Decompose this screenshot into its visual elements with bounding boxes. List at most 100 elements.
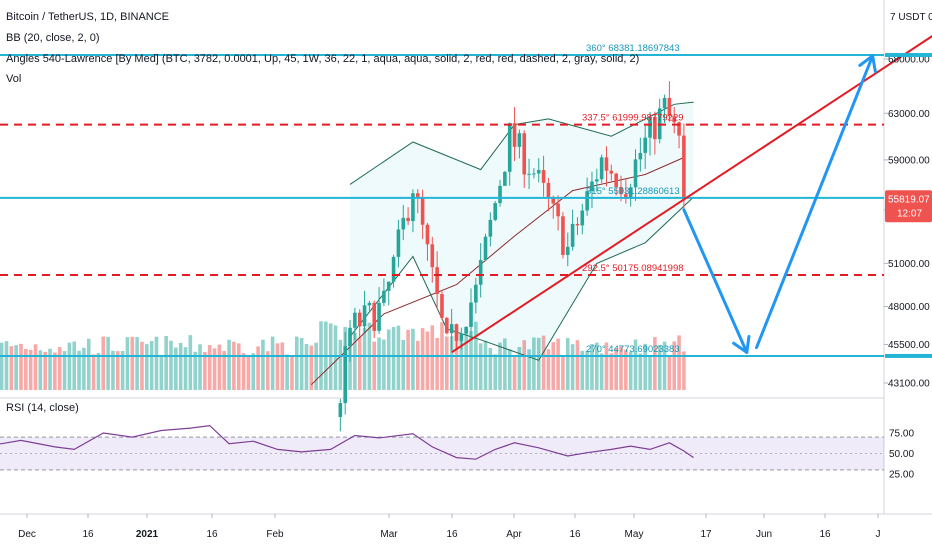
volume-bar bbox=[164, 335, 168, 390]
candle-body bbox=[406, 217, 410, 222]
volume-bar bbox=[72, 341, 77, 390]
bollinger-upper bbox=[349, 101, 694, 185]
volume-bar bbox=[580, 350, 585, 390]
volume-bar bbox=[396, 325, 401, 390]
volume-bar bbox=[604, 342, 609, 390]
volume-bar bbox=[498, 342, 502, 390]
volume-bar bbox=[411, 328, 415, 390]
level-label-4: 270° 44773.69023383 bbox=[586, 344, 680, 355]
volume-bar bbox=[357, 337, 362, 390]
volume-bar bbox=[624, 349, 628, 390]
candle-body bbox=[411, 193, 415, 222]
volume-bar bbox=[565, 338, 570, 390]
volume-bar bbox=[236, 343, 241, 390]
candle-body bbox=[604, 157, 609, 171]
volume-bar bbox=[493, 354, 497, 390]
candle-body bbox=[643, 137, 647, 153]
price-tick-label: 45500.00 bbox=[888, 340, 930, 351]
bollinger-basis bbox=[310, 157, 685, 386]
bar-countdown: 12:07 bbox=[897, 208, 922, 219]
volume-bar bbox=[478, 343, 483, 390]
volume-bar bbox=[188, 335, 193, 390]
volume-bar bbox=[435, 338, 439, 390]
volume-bar bbox=[14, 345, 18, 390]
volume-bar bbox=[445, 336, 449, 390]
volume-bar bbox=[130, 336, 135, 390]
candle-body bbox=[338, 403, 343, 418]
candle-body bbox=[677, 122, 681, 136]
arrow-head-0-1 bbox=[732, 341, 749, 354]
volume-bar bbox=[561, 355, 565, 390]
candle-body bbox=[609, 170, 614, 174]
volume-bar bbox=[169, 340, 173, 390]
time-tick-label: 16 bbox=[569, 529, 581, 540]
volume-bar bbox=[43, 351, 47, 390]
volume-bar bbox=[270, 336, 275, 390]
price-axis: 7 USDT 068000.0063000.0059000.0055000.00… bbox=[884, 12, 932, 390]
volume-bar bbox=[48, 348, 52, 390]
volume-bar bbox=[193, 351, 197, 390]
volume-bar bbox=[377, 337, 381, 390]
volume-bar bbox=[309, 345, 314, 390]
rsi-tick-label: 75.00 bbox=[889, 429, 914, 440]
candle-body bbox=[575, 223, 580, 226]
volume-bar bbox=[415, 340, 420, 390]
volume-bar bbox=[353, 332, 357, 390]
volume-bar bbox=[28, 349, 33, 390]
volume-bar bbox=[67, 342, 72, 390]
candle-body bbox=[536, 170, 541, 174]
volume-bar bbox=[420, 328, 425, 390]
arrow-head-1-0 bbox=[858, 54, 875, 67]
candle-body bbox=[348, 327, 352, 347]
angle-levels: 360° 68381.18697843 337.5° 61999.98779229… bbox=[0, 43, 884, 357]
time-tick-label: 16 bbox=[82, 529, 94, 540]
volume-bar bbox=[198, 344, 202, 390]
volume-bar bbox=[507, 349, 512, 390]
candle-body bbox=[599, 157, 604, 180]
volume-bar bbox=[653, 337, 657, 390]
volume-bar bbox=[38, 350, 43, 390]
main-pane: 360° 68381.18697843 337.5° 61999.98779229… bbox=[0, 35, 932, 432]
volume-bar bbox=[338, 339, 343, 390]
candle-body bbox=[541, 170, 546, 183]
candle-body bbox=[343, 346, 347, 404]
candle-body bbox=[362, 305, 367, 327]
volume-bar bbox=[4, 341, 9, 390]
candle-body bbox=[464, 326, 468, 334]
price-tick-label: 51000.00 bbox=[888, 259, 930, 270]
volume-bar bbox=[512, 355, 517, 390]
candle-body bbox=[580, 210, 585, 226]
candle-body bbox=[507, 123, 512, 172]
candle-body bbox=[391, 256, 396, 282]
time-tick-label: Jun bbox=[756, 529, 772, 540]
candle-body bbox=[672, 116, 677, 123]
candle-body bbox=[445, 317, 449, 334]
volume-bar bbox=[556, 338, 560, 390]
time-tick-label: J bbox=[876, 529, 881, 540]
candle-body bbox=[478, 260, 483, 285]
volume-bar bbox=[149, 341, 154, 390]
volume-bar bbox=[203, 352, 207, 390]
volume-bar bbox=[120, 351, 125, 390]
price-tick-label: 63000.00 bbox=[888, 109, 930, 120]
candle-body bbox=[474, 284, 478, 303]
volume-bar bbox=[178, 342, 183, 390]
volume-bar bbox=[662, 341, 667, 390]
volume-bar bbox=[275, 343, 280, 390]
volume-bar bbox=[91, 354, 96, 390]
time-axis: Dec 16 2021 16 Feb Mar 16 Apr 16 May 17 Jun 16 J bbox=[18, 514, 881, 540]
candle-body bbox=[493, 203, 497, 220]
volume-bar bbox=[101, 336, 106, 390]
volume-bar bbox=[86, 338, 91, 390]
time-tick-label: May bbox=[625, 529, 644, 540]
candle-body bbox=[503, 171, 507, 186]
volume-bar bbox=[517, 347, 522, 390]
volume-bar bbox=[207, 345, 212, 390]
level-label-2: 315° 55931.28860613 bbox=[586, 186, 680, 197]
volume-bar bbox=[619, 346, 623, 390]
volume-bar bbox=[96, 352, 101, 390]
candle-body bbox=[551, 198, 556, 204]
time-tick-label: 16 bbox=[446, 529, 458, 540]
volume-bar bbox=[459, 337, 464, 390]
